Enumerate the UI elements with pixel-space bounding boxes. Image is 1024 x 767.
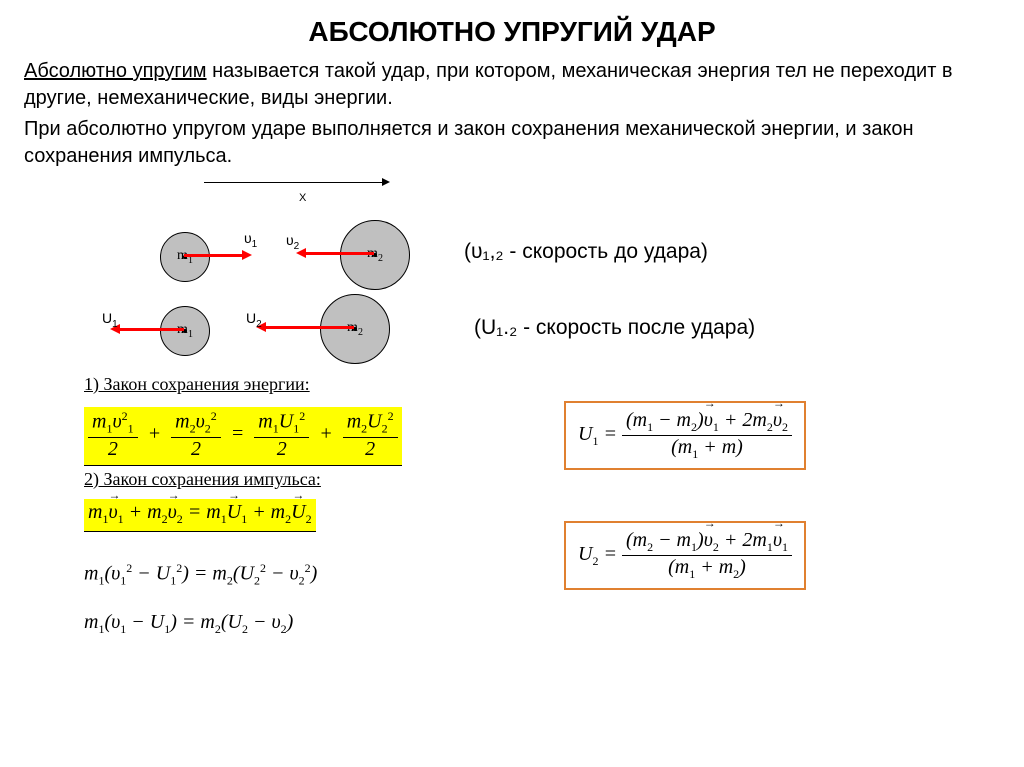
equations-zone: m1υ212 + m2υ222 = m1U122 + m2U222 U1 = (… (84, 401, 1000, 691)
collision-diagram: X m1 υ1 m2 υ2 (υ₁,₂ - скорость до удара)… (64, 176, 1000, 366)
u1-label: U1 (102, 310, 118, 330)
v2-label: υ2 (286, 232, 299, 252)
u1-vector (118, 328, 184, 331)
definition-lead: Абсолютно упругим (24, 60, 207, 82)
energy-equation: m1υ212 + m2υ222 = m1U122 + m2U222 (84, 407, 402, 466)
derivation-1: m1(υ12 − U12) = m2(U22 − υ22) (84, 561, 317, 589)
x-axis-label: X (299, 192, 306, 204)
v1-vector (184, 254, 244, 257)
u2-label: U2 (246, 310, 262, 330)
page-title: АБСОЛЮТНО УПРУГИЙ УДАР (24, 16, 1000, 48)
definition-paragraph: Абсолютно упругим называется такой удар,… (24, 58, 1000, 112)
v1-label: υ1 (244, 230, 257, 250)
u1-result-box: U1 = (m1 − m2)υ1 + 2m2υ2 (m1 + m) (564, 401, 806, 470)
ball-m1-before: m1 (160, 232, 210, 282)
ball-m1-after: m1 (160, 306, 210, 356)
ball-m2-before: m2 (340, 220, 410, 290)
extra-paragraph: При абсолютно упругом ударе выполняется … (24, 116, 1000, 170)
momentum-law-heading: 2) Закон сохранения импульса: (84, 469, 321, 490)
annotation-after: (U₁.₂ - скорость после удара) (474, 316, 755, 340)
energy-law-heading: 1) Закон сохранения энергии: (84, 374, 1000, 395)
v2-vector (304, 252, 374, 255)
momentum-equation: m1υ1 + m2υ2 = m1U1 + m2U2 (84, 499, 316, 532)
derivation-2: m1(υ1 − U1) = m2(U2 − υ2) (84, 611, 293, 637)
x-axis-arrow (204, 182, 384, 183)
annotation-before: (υ₁,₂ - скорость до удара) (464, 240, 708, 264)
u2-vector (264, 326, 354, 329)
u2-result-box: U2 = (m2 − m1)υ2 + 2m1υ1 (m1 + m2) (564, 521, 806, 590)
ball-m2-after: m2 (320, 294, 390, 364)
